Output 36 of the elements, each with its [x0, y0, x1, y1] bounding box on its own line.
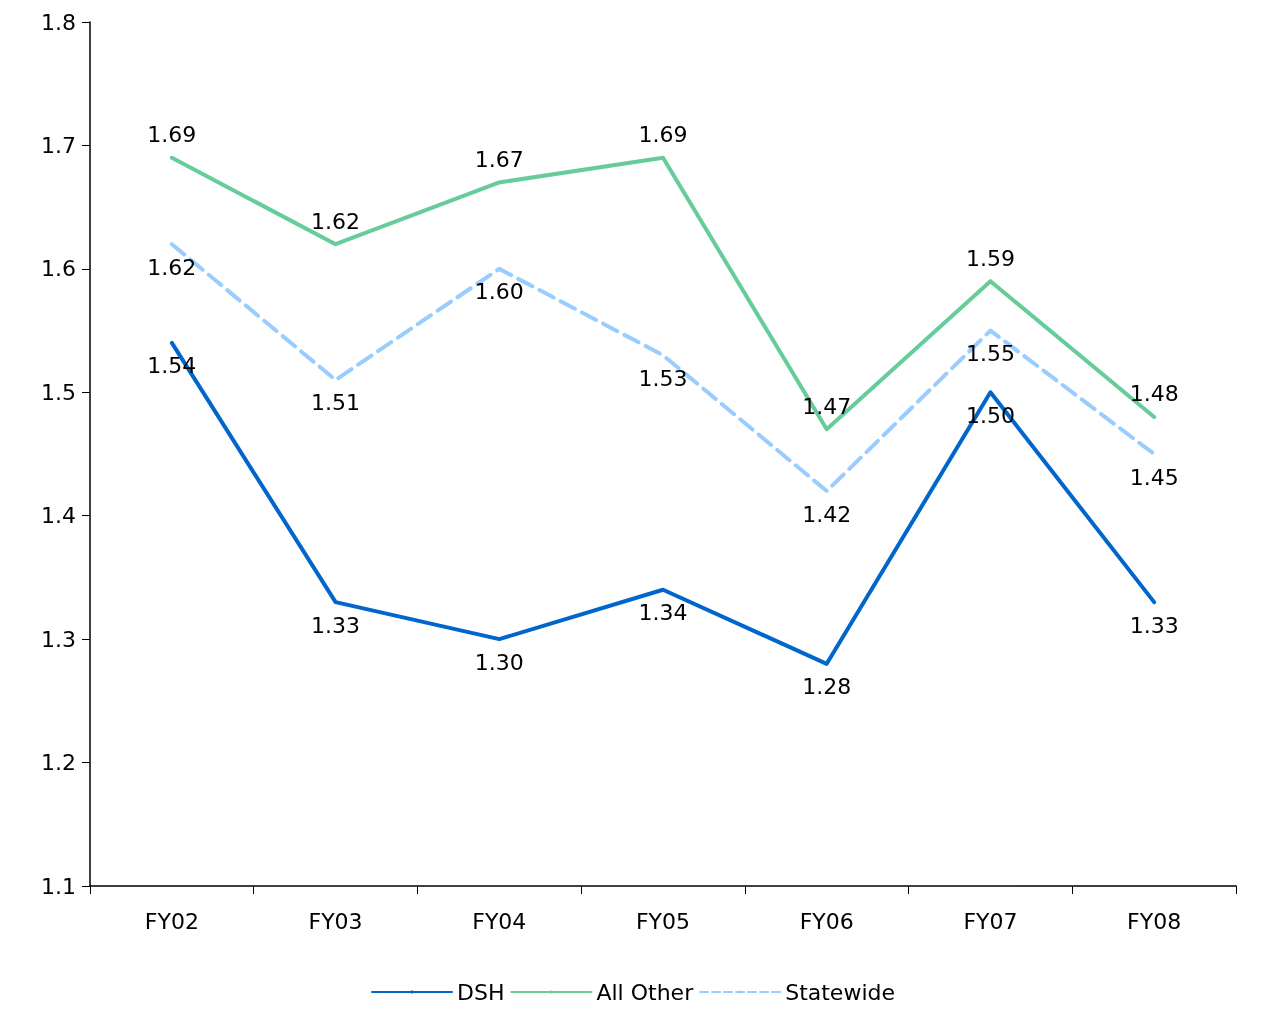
x-tick-label: FY03	[308, 908, 363, 934]
data-label: 1.30	[474, 649, 524, 675]
data-label: 1.55	[965, 341, 1015, 367]
data-label: 1.53	[638, 365, 688, 391]
data-label: 1.59	[965, 245, 1015, 271]
data-label: 1.67	[474, 146, 524, 172]
data-label: 1.33	[1129, 612, 1179, 638]
x-tick-label: FY06	[799, 908, 854, 934]
y-tick-label: 1.6	[41, 256, 76, 282]
data-label: 1.45	[1129, 464, 1179, 490]
data-label: 1.60	[474, 279, 524, 305]
y-tick-label: 1.8	[41, 9, 76, 35]
data-label: 1.34	[638, 600, 688, 626]
data-label: 1.28	[802, 674, 852, 700]
data-label: 1.33	[311, 612, 361, 638]
data-label: 1.48	[1129, 381, 1179, 407]
x-tick-label: FY08	[1127, 908, 1182, 934]
y-tick-label: 1.7	[41, 132, 76, 158]
y-tick-label: 1.3	[41, 626, 76, 652]
y-tick-label: 1.5	[41, 379, 76, 405]
legend-label: Statewide	[785, 979, 896, 1005]
legend-label: All Other	[596, 979, 695, 1005]
x-tick-label: FY07	[963, 908, 1018, 934]
x-tick-label: FY05	[635, 908, 691, 934]
data-label: 1.69	[638, 122, 688, 148]
data-label: 1.51	[311, 390, 361, 416]
x-tick-label: FY02	[144, 908, 199, 934]
legend-label: DSH	[456, 979, 505, 1005]
y-tick-label: 1.2	[41, 750, 76, 776]
y-tick-label: 1.1	[41, 873, 76, 899]
x-tick-label: FY04	[472, 908, 527, 934]
data-label: 1.62	[311, 208, 361, 234]
y-tick-label: 1.4	[41, 503, 76, 529]
data-label: 1.42	[802, 501, 852, 527]
data-label: 1.62	[147, 254, 197, 280]
data-label: 1.69	[147, 122, 197, 148]
